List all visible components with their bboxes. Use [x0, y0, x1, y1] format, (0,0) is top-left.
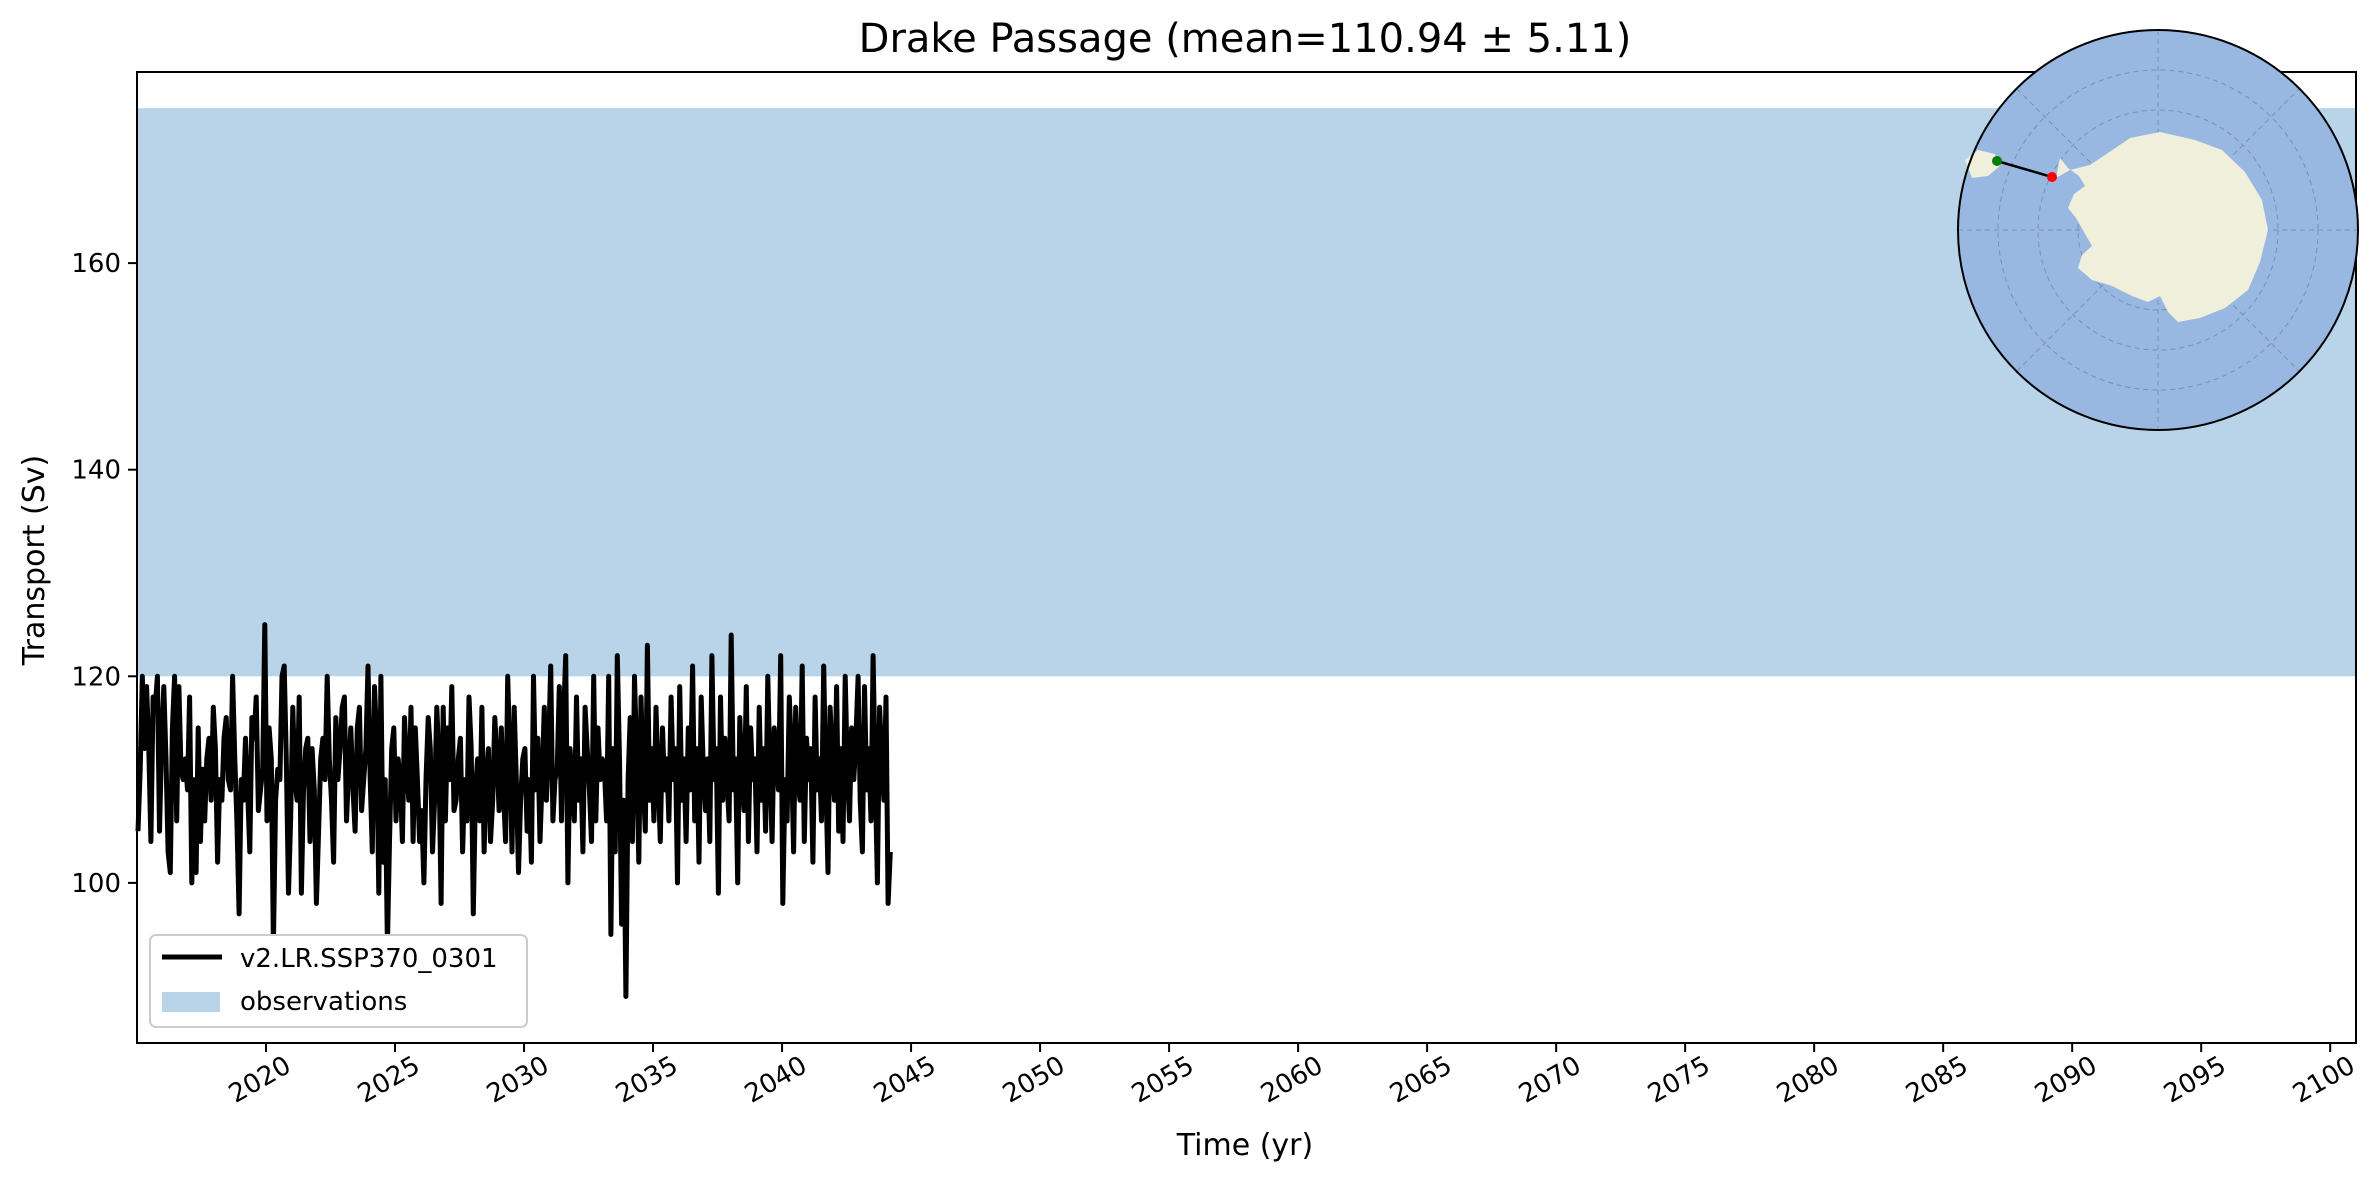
antarctica-landmass: [2056, 132, 2268, 322]
legend-label-observations: observations: [240, 987, 407, 1017]
x-tick-label: 2095: [2159, 1051, 2231, 1110]
series-group: [135, 622, 893, 999]
series-line: [135, 622, 893, 999]
y-tick-label: 100: [71, 869, 121, 899]
section-line: [1996, 159, 2053, 179]
y-tick-label: 160: [71, 249, 121, 279]
x-tick-label: 2045: [869, 1051, 941, 1110]
x-tick-label: 2035: [611, 1051, 683, 1110]
map-outline: [1957, 29, 2359, 431]
y-tick-label: 140: [71, 456, 121, 486]
x-tick-label: 2025: [353, 1051, 425, 1110]
x-tick-label: 2055: [1127, 1051, 1199, 1110]
x-tick-label: 2100: [2288, 1051, 2360, 1110]
legend: v2.LR.SSP370_0301 observations: [149, 934, 528, 1028]
x-axis-label: Time (yr): [1176, 1128, 1313, 1163]
inset-polar-map: [1957, 29, 2359, 431]
legend-swatch-observations: [162, 992, 220, 1012]
y-axis-label: Transport (Sv): [17, 455, 52, 667]
chart-title: Drake Passage (mean=110.94 ± 5.11): [859, 16, 1632, 62]
x-tick-label: 2020: [224, 1051, 296, 1110]
x-tick-label: 2070: [1514, 1051, 1586, 1110]
x-axis-ticks: 2020 2025 2030 2035 2040 2045 2050 2055 2060 2065…: [224, 1043, 2360, 1110]
y-tick-label: 120: [71, 662, 121, 692]
south-america-tip: [1965, 150, 2000, 178]
x-tick-label: 2060: [1256, 1051, 1328, 1110]
x-tick-label: 2090: [2030, 1051, 2102, 1110]
x-tick-label: 2065: [1385, 1051, 1457, 1110]
section-end-marker: [2047, 172, 2057, 182]
x-tick-label: 2085: [1901, 1051, 1973, 1110]
y-axis-ticks: 100 120 140 160: [71, 249, 137, 899]
legend-label-series: v2.LR.SSP370_0301: [240, 944, 498, 974]
x-tick-label: 2040: [740, 1051, 812, 1110]
legend-frame: [149, 934, 528, 1028]
x-tick-label: 2050: [998, 1051, 1070, 1110]
x-tick-label: 2030: [482, 1051, 554, 1110]
axes-frame: [136, 71, 2357, 1044]
x-tick-label: 2080: [1772, 1051, 1844, 1110]
x-tick-label: 2075: [1643, 1051, 1715, 1110]
section-start-marker: [1992, 156, 2002, 166]
